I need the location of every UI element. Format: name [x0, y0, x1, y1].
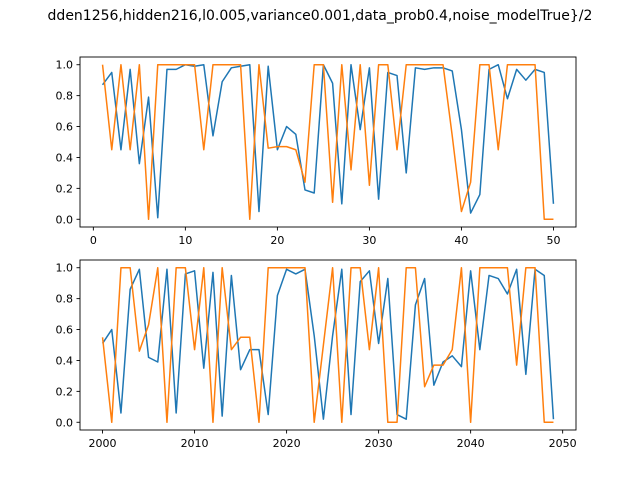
chart-2-y-tick-label: 0.4 — [56, 354, 74, 367]
chart-2: 2000 2010 2020 2030 2040 2050 0.0 0.2 0.4 0.6 0.8 1… — [56, 259, 577, 450]
chart-2-x-tick-label: 2030 — [365, 437, 393, 450]
chart-1-y-tick-label: 0.4 — [56, 151, 74, 164]
chart-1-x-tick-label: 50 — [546, 234, 560, 247]
chart-2-x-tick-label: 2020 — [273, 437, 301, 450]
chart-2-y-tick-label: 0.0 — [56, 416, 74, 429]
figure-title: dden1256,hidden216,l0.005,variance0.001,… — [48, 8, 593, 24]
chart-2-x-tick-label: 2000 — [89, 437, 117, 450]
chart-2-y-tick-label: 0.6 — [56, 324, 74, 337]
chart-1-y-tick-label: 1.0 — [56, 59, 74, 72]
chart-2-axes-frame — [79, 259, 577, 431]
chart-1-series-1-line — [101, 63, 555, 219]
chart-1-x-tick-label: 0 — [90, 234, 97, 247]
chart-1-y-tick-label: 0.6 — [56, 121, 74, 134]
chart-1-x-tick-label: 10 — [178, 234, 192, 247]
chart-2-y-tick-label: 1.0 — [56, 262, 74, 275]
chart-1-x-tick-label: 40 — [454, 234, 468, 247]
chart-1-y-tick-label: 0.2 — [56, 182, 74, 195]
chart-1-series-2-line — [101, 63, 554, 221]
chart-2-y-tick-label: 0.2 — [56, 385, 74, 398]
chart-2-x-tick-label: 2040 — [457, 437, 485, 450]
chart-1-x-tick-label: 20 — [270, 234, 284, 247]
chart-2-x-tick-label: 2010 — [181, 437, 209, 450]
chart-2-x-tick-label: 2050 — [549, 437, 577, 450]
chart-1-y-tick-label: 0.0 — [56, 213, 74, 226]
chart-2-y-tick-label: 0.8 — [56, 293, 74, 306]
chart-1: 0 10 20 30 40 50 0.0 0.2 0.4 0.6 0.8 1.0 — [56, 56, 577, 247]
chart-2-series-2-line — [101, 266, 554, 424]
chart-1-x-tick-label: 30 — [362, 234, 376, 247]
chart-2-series-1-line — [101, 268, 555, 420]
chart-1-axes-frame — [79, 56, 577, 228]
chart-1-y-tick-label: 0.8 — [56, 90, 74, 103]
